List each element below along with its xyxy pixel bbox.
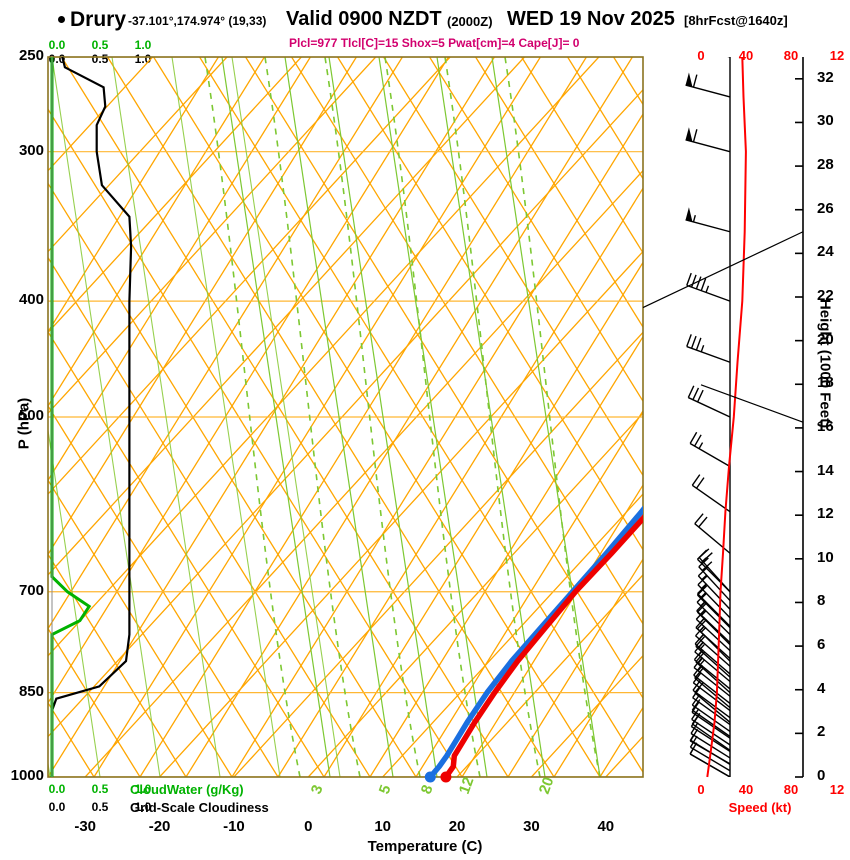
svg-text:3: 3 [308,783,327,797]
pressure-tick-300: 300 [18,141,44,159]
speed-tick-top-0: 0 [697,48,705,63]
height-tick-26: 26 [817,199,834,217]
height-tick-4: 4 [817,679,826,697]
cloudiness-tick-top-1: 0.5 [91,52,109,66]
pressure-tick-1000: 1000 [10,767,44,784]
pressure-tick-400: 400 [18,291,44,309]
station-name: Drury [70,8,127,31]
cloudiness-tick-bottom-1: 0.5 [91,800,109,814]
height-tick-14: 14 [817,461,834,479]
pressure-tick-250: 250 [18,47,44,64]
cloudwater-tick-bottom-2: 1.0 [134,782,152,796]
svg-text:5: 5 [376,783,395,797]
cloudwater-tick-bottom-1: 0.5 [91,782,109,796]
speed-tick-bottom-2: 80 [783,782,799,797]
svg-text:20: 20 [536,775,558,796]
cloudwater-legend: CloudWater (g/Kg) [130,782,244,797]
pressure-tick-700: 700 [18,581,44,599]
cloudiness-tick-bottom-2: 1.0 [134,800,152,814]
speed-tick-top-2: 80 [783,48,799,63]
height-tick-10: 10 [817,548,834,566]
svg-text:8: 8 [418,783,437,797]
pressure-tick-500: 500 [18,407,44,424]
cloudwater-tick-bottom-0: 0.0 [48,782,66,796]
svg-text:30: 30 [833,416,850,439]
cloudiness-legend: Grid-Scale Cloudiness [130,800,269,815]
valid-time-utc: (2000Z) [447,14,493,29]
speed-tick-bottom-1: 40 [738,782,754,797]
svg-text:0: 0 [712,313,731,329]
height-tick-8: 8 [817,592,826,610]
pressure-tick-850: 850 [18,682,44,700]
speed-tick-top-3: 12 [829,48,845,63]
temperature-tick--10: -10 [223,818,245,835]
height-tick-0: 0 [817,767,826,784]
stability-indices: Plcl=977 Tlcl[C]=15 Shox=5 Pwat[cm]=4 Ca… [289,36,580,50]
svg-text:12: 12 [456,775,478,796]
speed-tick-bottom-0: 0 [697,782,705,797]
station-dot-icon [58,16,65,23]
height-tick-28: 28 [817,156,834,174]
speed-tick-bottom-3: 12 [829,782,845,797]
forecast-lead: [8hrFcst@1640z] [684,13,788,28]
height-tick-32: 32 [817,68,834,86]
height-tick-12: 12 [817,505,834,523]
temperature-tick--30: -30 [74,818,97,835]
height-tick-6: 6 [817,636,826,654]
cloudwater-tick-top-1: 0.5 [91,38,109,52]
height-tick-22: 22 [817,287,834,304]
height-tick-18: 18 [817,374,834,392]
cloudiness-tick-bottom-0: 0.0 [48,800,66,814]
temperature-tick-10: 10 [374,818,392,835]
height-tick-2: 2 [817,723,826,741]
height-tick-16: 16 [817,417,834,435]
temperature-tick-40: 40 [597,818,615,835]
height-tick-30: 30 [817,112,834,130]
valid-time: Valid 0900 NZDT [286,8,442,30]
speed-axis-title: Speed (kt) [728,800,792,815]
temperature-tick-30: 30 [523,818,540,835]
height-tick-24: 24 [817,243,834,261]
temperature-tick--20: -20 [148,818,171,835]
height-tick-20: 20 [817,330,834,348]
temperature-tick-0: 0 [304,818,313,835]
cloudwater-tick-top-0: 0.0 [48,38,66,52]
temperature-tick-20: 20 [448,818,466,835]
cloudwater-tick-top-2: 1.0 [134,38,152,52]
valid-date: WED 19 Nov 2025 [507,8,675,30]
station-coordinates: -37.101°,174.974° (19,33) [128,14,267,28]
temperature-axis-title: Temperature (C) [367,838,483,855]
